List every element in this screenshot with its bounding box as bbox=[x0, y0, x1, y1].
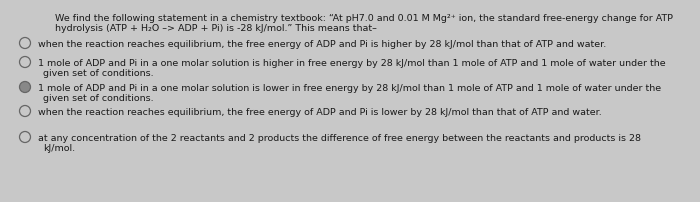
Text: hydrolysis (ATP + H₂O –> ADP + Pi) is -28 kJ/mol.” This means that–: hydrolysis (ATP + H₂O –> ADP + Pi) is -2… bbox=[55, 24, 377, 33]
Text: when the reaction reaches equilibrium, the free energy of ADP and Pi is higher b: when the reaction reaches equilibrium, t… bbox=[38, 40, 606, 49]
Text: We find the following statement in a chemistry textbook: “At pH7.0 and 0.01 M Mg: We find the following statement in a che… bbox=[55, 14, 673, 23]
Text: 1 mole of ADP and Pi in a one molar solution is lower in free energy by 28 kJ/mo: 1 mole of ADP and Pi in a one molar solu… bbox=[38, 84, 661, 93]
Text: kJ/mol.: kJ/mol. bbox=[43, 144, 75, 153]
Text: 1 mole of ADP and Pi in a one molar solution is higher in free energy by 28 kJ/m: 1 mole of ADP and Pi in a one molar solu… bbox=[38, 59, 666, 68]
Circle shape bbox=[20, 81, 31, 93]
Text: at any concentration of the 2 reactants and 2 products the difference of free en: at any concentration of the 2 reactants … bbox=[38, 134, 641, 143]
Text: given set of conditions.: given set of conditions. bbox=[43, 69, 153, 78]
Text: when the reaction reaches equilibrium, the free energy of ADP and Pi is lower by: when the reaction reaches equilibrium, t… bbox=[38, 108, 602, 117]
Text: given set of conditions.: given set of conditions. bbox=[43, 94, 153, 103]
